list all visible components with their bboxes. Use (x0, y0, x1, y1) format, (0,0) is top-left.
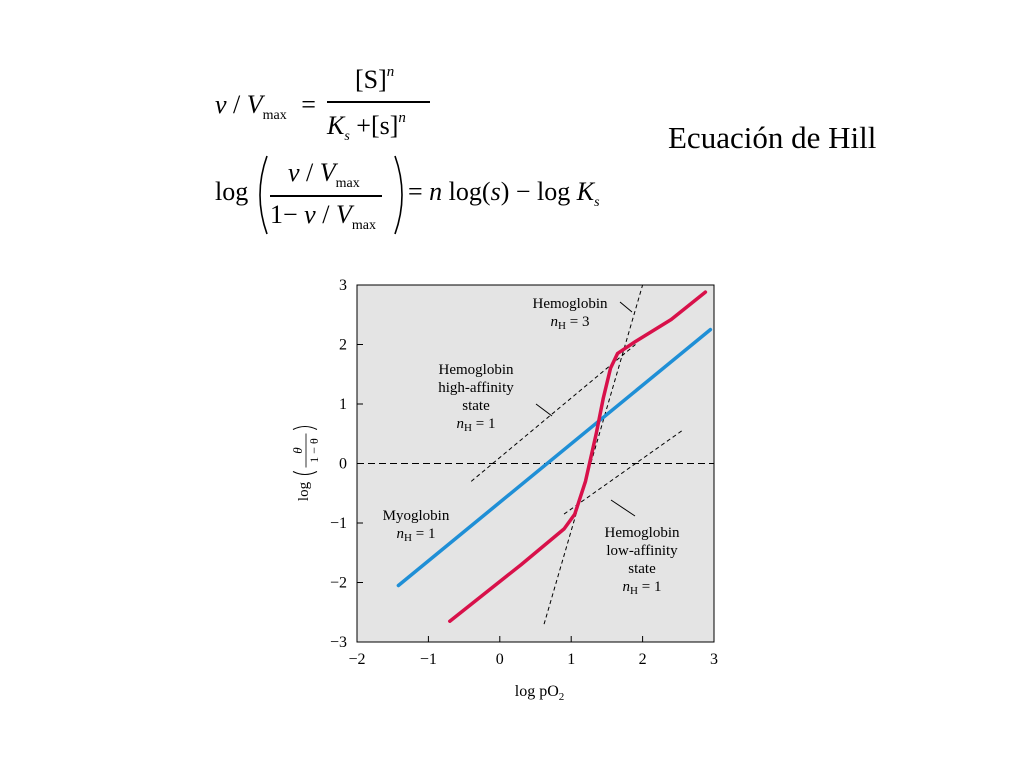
reference-line-high-affinity (470, 344, 636, 482)
eq1-K-sub: s (344, 129, 350, 144)
eq1-den-sup: n (398, 110, 406, 126)
y-tick-label: −3 (330, 634, 347, 651)
slide-title: Ecuación de Hill (668, 120, 877, 155)
eq2-den-max: max (351, 218, 376, 233)
eq2-rhs-minus: − (515, 177, 531, 206)
eq1-num-sup: n (386, 64, 395, 80)
eq2-rhs-close: ) (500, 177, 510, 206)
eq1-equals: = (301, 90, 316, 119)
eq2-den-v: v (304, 200, 316, 229)
annotation-high: Hemoglobin (439, 362, 514, 378)
eq2-parentheses (259, 155, 403, 235)
eq1-v: v (215, 90, 227, 119)
eq2-den-1: 1 (270, 200, 283, 229)
eq2-rhs-K-sub: s (594, 195, 600, 210)
eq2-den-V: V (335, 200, 352, 229)
eq2-rhs-K: K (576, 177, 595, 206)
eq2-rhs-s: s (490, 177, 501, 206)
y-label-denominator: 1 − θ (307, 438, 321, 463)
eq1-fraction-bar (327, 101, 430, 103)
series-line-hemoglobin (448, 290, 708, 623)
annotation-low: low-affinity (606, 543, 678, 559)
eq1-numerator: [S] (355, 65, 387, 94)
reference-line-nH3 (543, 284, 644, 625)
eq2-rhs-log: log( (448, 177, 491, 206)
eq2-rhs-log2: log (537, 177, 571, 206)
annotation-myo: nH = 1 (397, 526, 436, 544)
annotation-leader (535, 403, 553, 417)
y-label-log: log (296, 481, 312, 501)
reference-line-low-affinity (563, 430, 683, 515)
x-tick-label: −2 (348, 651, 365, 668)
annotation-hb: Hemoglobin (533, 296, 608, 312)
eq2-num-slash: / (306, 158, 314, 187)
eq2-right-paren (394, 155, 403, 235)
eq1-V: V (246, 90, 263, 119)
eq1-K: K (327, 111, 345, 140)
eq2-log: log (215, 177, 249, 206)
y-axis-label: log θ 1 − θ (290, 426, 321, 501)
x-tick-label: 3 (710, 651, 718, 668)
annotation-high: high-affinity (438, 380, 514, 396)
series-line-myoglobin (396, 327, 713, 588)
annotation-leader (619, 301, 633, 313)
eq2-num-v: v (288, 158, 300, 187)
eq2-num-max: max (335, 176, 360, 191)
eq2-num-V: V (319, 158, 336, 187)
eq2-rhs-equals: = (408, 177, 423, 206)
x-tick-label: 2 (639, 651, 647, 668)
eq1-slash: / (233, 90, 241, 119)
annotation-high: state (462, 398, 490, 414)
y-tick-label: −2 (330, 575, 347, 592)
x-tick-label: 0 (496, 651, 504, 668)
eq2-rhs-n: n (429, 177, 443, 206)
y-label-numerator: θ (290, 447, 305, 454)
x-tick-label: −1 (420, 651, 437, 668)
y-tick-label: 1 (339, 396, 347, 413)
eq2-fraction-bar (270, 195, 382, 197)
annotation-low: state (628, 561, 656, 577)
y-label-right-paren (292, 426, 318, 430)
annotation-myo: Myoglobin (383, 508, 450, 524)
annotation-leader (610, 499, 636, 517)
hill-equation-1: v / Vmax = [S]n Ks +[s]n (215, 64, 445, 148)
hill-equation-2: log v / Vmax 1− v / Vmax = n log(s) − lo… (215, 152, 635, 242)
annotation-high: nH = 1 (457, 416, 496, 434)
x-tick-label: 1 (567, 651, 575, 668)
annotation-low: Hemoglobin (605, 525, 680, 541)
x-axis-label: log pO2 (515, 683, 565, 703)
y-tick-label: −1 (330, 515, 347, 532)
eq1-s: [s] (370, 111, 399, 140)
annotation-low: nH = 1 (623, 579, 662, 597)
eq1-max: max (262, 108, 287, 123)
eq2-den-minus: − (283, 200, 298, 229)
y-tick-label: 3 (339, 277, 347, 294)
y-label-left-paren (292, 471, 318, 475)
eq1-plus: + (356, 111, 371, 140)
eq2-left-paren (259, 155, 268, 235)
annotation-hb: nH = 3 (551, 314, 590, 332)
eq2-den-slash: / (322, 200, 330, 229)
x-axis-label-subscript: 2 (559, 691, 565, 703)
y-tick-label: 2 (339, 337, 347, 354)
y-tick-label: 0 (339, 456, 347, 473)
